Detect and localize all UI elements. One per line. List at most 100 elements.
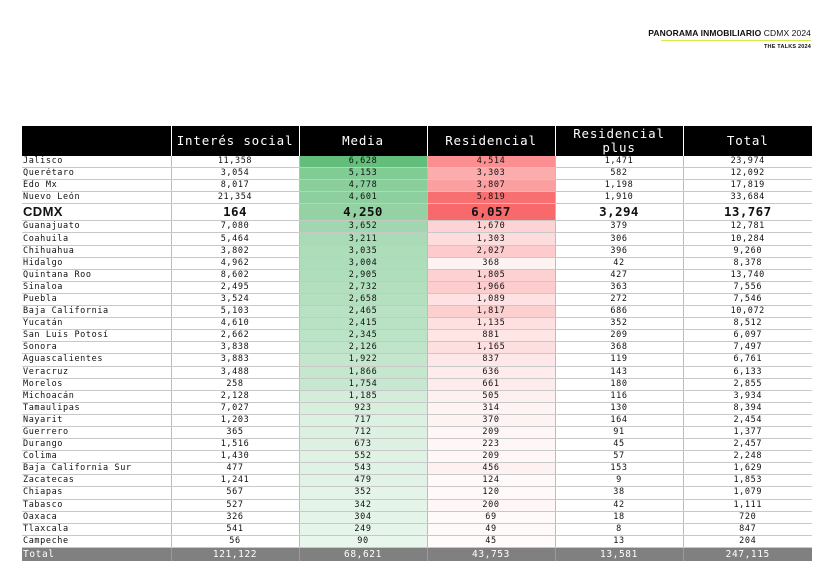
cell-interes-social: 3,054 [170, 167, 299, 181]
cell-total: 2,855 [682, 378, 812, 391]
cell-residencial: 49 [426, 523, 555, 536]
cell-total: 8,394 [682, 402, 812, 415]
cell-state: Tabasco [22, 499, 171, 512]
cell-state: Michoacán [22, 390, 171, 403]
cell-residencial: 1,089 [426, 293, 555, 307]
cell-state: Nuevo León [22, 191, 171, 205]
cell-media: 249 [298, 523, 427, 536]
cell-residencial: 1,805 [426, 269, 555, 282]
table-row-highlight: CDMX 164 4,250 6,057 3,294 13,767 [22, 203, 812, 222]
cell-residencial-plus: 3,294 [554, 203, 683, 222]
totals-row: Total 121,122 68,621 43,753 13,581 247,115 [22, 547, 812, 561]
cell-residencial: 5,819 [426, 191, 555, 205]
cell-media: 1,922 [298, 353, 427, 367]
cell-interes-social: 3,802 [170, 245, 299, 258]
cell-residencial-plus: 180 [554, 378, 683, 391]
cell-total: 1,079 [682, 486, 812, 500]
cell-total: 10,284 [682, 232, 812, 246]
table-row: Nuevo León 21,354 4,601 5,819 1,910 33,684 [22, 191, 812, 205]
cell-interes-social: 164 [170, 203, 299, 222]
table-row: Tamaulipas 7,027 923 314 130 8,394 [22, 402, 812, 415]
cell-interes-social: 1,203 [170, 414, 299, 427]
cell-residencial-plus: 9 [554, 474, 683, 488]
table-row: Aguascalientes 3,883 1,922 837 119 6,761 [22, 353, 812, 367]
cell-interes-social: 477 [170, 462, 299, 476]
cell-residencial-plus: 18 [554, 511, 683, 524]
cell-media: 2,658 [298, 293, 427, 307]
cell-total: 3,934 [682, 390, 812, 403]
cell-residencial-plus: 119 [554, 353, 683, 367]
cell-interes-social: 5,464 [170, 232, 299, 246]
cell-state: Puebla [22, 293, 171, 307]
cell-residencial: 3,807 [426, 179, 555, 193]
cell-residencial-plus: 363 [554, 281, 683, 294]
cell-state: Zacatecas [22, 474, 171, 488]
cell-residencial-plus: 582 [554, 167, 683, 181]
total-cell-media: 68,621 [298, 547, 427, 561]
cell-total: 8,378 [682, 257, 812, 270]
cell-state: Baja California Sur [22, 462, 171, 476]
cell-total: 17,819 [682, 179, 812, 193]
cell-residencial-plus: 427 [554, 269, 683, 282]
cell-interes-social: 258 [170, 378, 299, 391]
cell-state: Nayarit [22, 414, 171, 427]
cell-media: 552 [298, 450, 427, 464]
cell-state: Jalisco [22, 156, 171, 169]
cell-total: 204 [682, 535, 812, 548]
cell-media: 352 [298, 486, 427, 500]
cell-total: 720 [682, 511, 812, 524]
cell-state: San Luis Potosí [22, 329, 171, 343]
header-state [22, 126, 171, 156]
cell-media: 1,185 [298, 390, 427, 403]
cell-state: Quintana Roo [22, 269, 171, 282]
cell-media: 4,778 [298, 179, 427, 193]
total-cell-residencial-plus: 13,581 [554, 547, 683, 561]
cell-residencial: 69 [426, 511, 555, 524]
housing-table: Interés social Media Residencial Residen… [22, 126, 812, 561]
table-row: Baja California Sur 477 543 456 153 1,629 [22, 462, 812, 476]
cell-residencial-plus: 1,471 [554, 156, 683, 169]
cell-state: Baja California [22, 305, 171, 319]
cell-interes-social: 3,883 [170, 353, 299, 367]
cell-interes-social: 541 [170, 523, 299, 536]
cell-media: 2,126 [298, 341, 427, 355]
cell-interes-social: 7,027 [170, 402, 299, 415]
table-row: Quintana Roo 8,602 2,905 1,805 427 13,740 [22, 269, 812, 282]
cell-state: Oaxaca [22, 511, 171, 524]
cell-media: 90 [298, 535, 427, 548]
cell-residencial: 636 [426, 366, 555, 379]
cell-total: 6,133 [682, 366, 812, 379]
header-interes-social: Interés social [170, 126, 299, 156]
cell-state: Morelos [22, 378, 171, 391]
table-row: Michoacán 2,128 1,185 505 116 3,934 [22, 390, 812, 403]
cell-media: 1,754 [298, 378, 427, 391]
cell-total: 2,457 [682, 438, 812, 452]
cell-state: Tamaulipas [22, 402, 171, 415]
header-row: Interés social Media Residencial Residen… [22, 126, 812, 156]
cell-interes-social: 8,017 [170, 179, 299, 193]
header-total: Total [682, 126, 812, 156]
cell-residencial-plus: 379 [554, 220, 683, 234]
cell-total: 33,684 [682, 191, 812, 205]
cell-state: Yucatán [22, 317, 171, 331]
table-row: Durango 1,516 673 223 45 2,457 [22, 438, 812, 452]
cell-total: 1,111 [682, 499, 812, 512]
total-cell-interes-social: 121,122 [170, 547, 299, 561]
cell-residencial: 223 [426, 438, 555, 452]
cell-total: 10,072 [682, 305, 812, 319]
table-row: Campeche 56 90 45 13 204 [22, 535, 812, 548]
cell-media: 342 [298, 499, 427, 512]
cell-residencial-plus: 143 [554, 366, 683, 379]
cell-total: 12,781 [682, 220, 812, 234]
cell-media: 3,035 [298, 245, 427, 258]
cell-interes-social: 567 [170, 486, 299, 500]
cell-interes-social: 1,241 [170, 474, 299, 488]
cell-total: 7,546 [682, 293, 812, 307]
cell-residencial: 1,303 [426, 232, 555, 246]
cell-residencial: 505 [426, 390, 555, 403]
cell-state: Sinaloa [22, 281, 171, 294]
cell-residencial: 209 [426, 426, 555, 440]
cell-residencial-plus: 42 [554, 499, 683, 512]
cell-residencial: 1,165 [426, 341, 555, 355]
cell-interes-social: 3,488 [170, 366, 299, 379]
